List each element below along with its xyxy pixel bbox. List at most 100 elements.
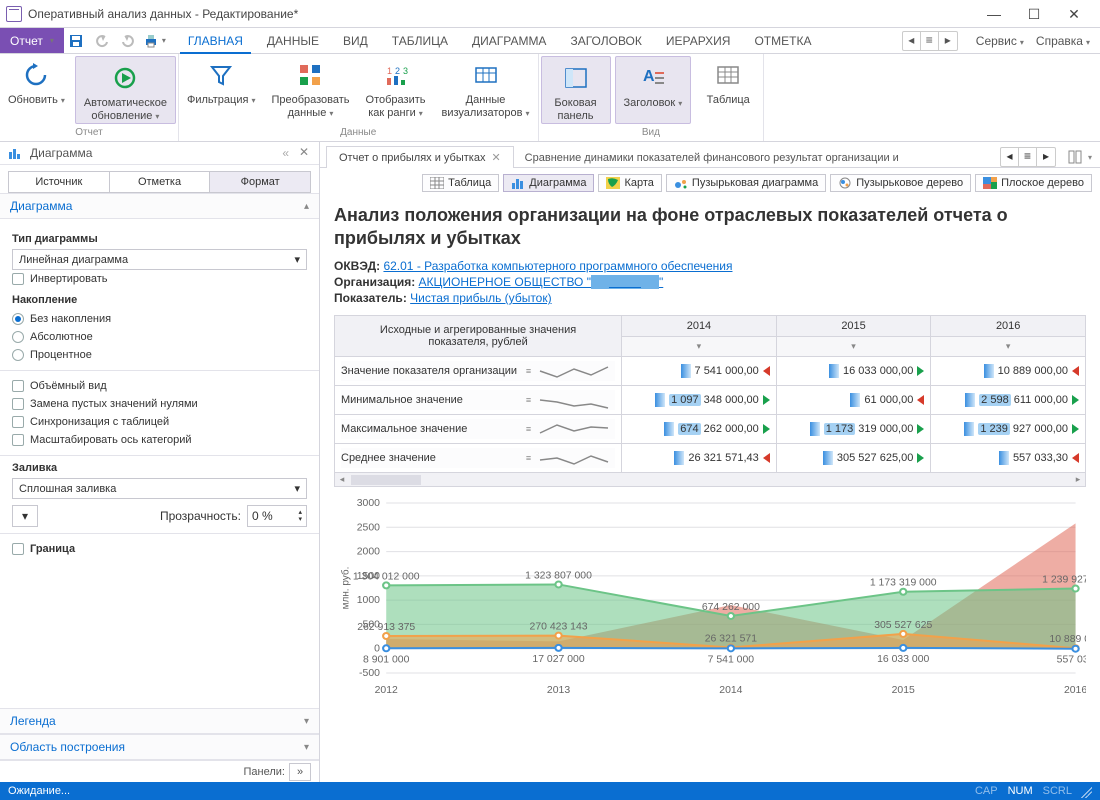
table-hscroll[interactable]: ◂▸ — [334, 473, 1086, 487]
tab-nav[interactable]: ◂≡▸ — [902, 31, 958, 51]
maximize-button[interactable]: ☐ — [1014, 1, 1054, 27]
svg-text:8 901 000: 8 901 000 — [363, 654, 410, 665]
ribbon-filter[interactable]: Фильтрация — [179, 54, 264, 126]
work-area: Отчет о прибылях и убытках✕Сравнение дин… — [320, 142, 1100, 782]
data-table: Исходные и агрегированные значения показ… — [334, 315, 1086, 473]
side-panel: Диаграмма « ✕ ИсточникОтметкаФормат Диаг… — [0, 142, 320, 782]
menu-tab-таблица[interactable]: ТАБЛИЦА — [380, 28, 460, 53]
svg-text:A: A — [643, 68, 655, 85]
svg-text:557 033: 557 033 — [1057, 655, 1086, 666]
section-plotarea[interactable]: Область построения▾ — [0, 734, 319, 760]
check-3[interactable]: Масштабировать ось категорий — [12, 431, 307, 449]
fill-select[interactable]: Сплошная заливка▾ — [12, 478, 307, 499]
srctab-1[interactable]: Отметка — [110, 172, 211, 192]
cell-value: 2 598 611 000,00 — [979, 394, 1068, 406]
accum-2[interactable]: Процентное — [12, 346, 307, 364]
panel-title: Диаграмма — [30, 146, 282, 160]
report-title: Анализ положения организации на фоне отр… — [334, 204, 1086, 249]
cell-value: 61 000,00 — [864, 394, 913, 406]
srctab-2[interactable]: Формат — [210, 172, 310, 192]
cell-value: 10 889 000,00 — [998, 365, 1068, 377]
ribbon-autorefresh[interactable]: Автоматическоеобновление — [75, 56, 176, 124]
menu-tab-иерархия[interactable]: ИЕРАРХИЯ — [654, 28, 743, 53]
row-label: Среднее значение — [341, 452, 436, 464]
svg-text:10 889 000: 10 889 000 — [1049, 634, 1086, 645]
menu-tab-диаграмма[interactable]: ДИАГРАММА — [460, 28, 558, 53]
ribbon-dataviz[interactable]: Данныевизуализаторов — [434, 54, 538, 126]
svg-text:2500: 2500 — [357, 522, 381, 533]
ribbon-transform[interactable]: Преобразоватьданные — [263, 54, 357, 126]
panel-collapse[interactable]: « — [282, 146, 289, 160]
view-bubbletree[interactable]: Пузырьковое дерево — [830, 174, 971, 192]
transp-spinner[interactable]: 0 %▴▾ — [247, 505, 307, 527]
svg-text:млн. руб.: млн. руб. — [339, 567, 351, 610]
view-flattree[interactable]: Плоское дерево — [975, 174, 1092, 192]
check-0[interactable]: Объёмный вид — [12, 377, 307, 395]
panels-next[interactable]: » — [289, 763, 311, 781]
view-table[interactable]: Таблица — [422, 174, 499, 192]
ribbon-sidepanel[interactable]: Боковаяпанель — [541, 56, 611, 124]
print-button[interactable] — [142, 28, 168, 53]
caps-indicator: CAP — [975, 785, 998, 797]
row-label: Минимальное значение — [341, 394, 463, 406]
check-1[interactable]: Замена пустых значений нулями — [12, 395, 307, 413]
svg-text:2015: 2015 — [892, 685, 916, 696]
invert-checkbox[interactable]: Инвертировать — [12, 270, 307, 288]
ribbon-refresh[interactable]: Обновить — [0, 54, 73, 126]
svg-text:0: 0 — [374, 644, 380, 655]
menu-tab-главная[interactable]: ГЛАВНАЯ — [176, 28, 255, 53]
accum-1[interactable]: Абсолютное — [12, 328, 307, 346]
chart-icon — [8, 146, 24, 160]
svg-text:270 423 143: 270 423 143 — [530, 622, 588, 633]
svg-text:1 304 012 000: 1 304 012 000 — [353, 572, 420, 583]
section-diagram[interactable]: Диаграмма▴ — [0, 193, 319, 219]
doc-nav[interactable]: ◂≡▸ — [1000, 147, 1056, 167]
doc-tab-close[interactable]: ✕ — [491, 151, 500, 164]
ribbon-ranks[interactable]: 123Отобразитькак ранги — [358, 54, 434, 126]
svg-text:2016: 2016 — [1064, 685, 1086, 696]
svg-text:3000: 3000 — [357, 498, 381, 509]
svg-text:262 913 375: 262 913 375 — [357, 622, 415, 633]
panel-close[interactable]: ✕ — [297, 146, 311, 160]
menu-tab-отметка[interactable]: ОТМЕТКА — [742, 28, 823, 53]
service-menu[interactable]: Сервис — [976, 34, 1024, 48]
okved-link[interactable]: 62.01 - Разработка компьютерного програм… — [383, 259, 732, 273]
doc-tab-0[interactable]: Отчет о прибылях и убытках✕ — [326, 146, 514, 168]
accum-0[interactable]: Без накопления — [12, 310, 307, 328]
svg-text:2000: 2000 — [357, 547, 381, 558]
fill-label: Заливка — [12, 462, 307, 474]
check-2[interactable]: Синхронизация с таблицей — [12, 413, 307, 431]
report-menu-button[interactable]: Отчет — [0, 28, 64, 53]
svg-text:305 527 625: 305 527 625 — [874, 620, 932, 631]
layout-icon[interactable] — [1068, 150, 1082, 164]
ribbon-tablebtn[interactable]: Таблица — [693, 54, 763, 126]
cell-value: 16 033 000,00 — [843, 365, 913, 377]
redo-button[interactable] — [116, 28, 142, 53]
org-link[interactable]: АКЦИОНЕРНОЕ ОБЩЕСТВО "XXXX" — [419, 275, 664, 289]
view-bubble[interactable]: Пузырьковая диаграмма — [666, 174, 826, 192]
view-map[interactable]: Карта — [598, 174, 661, 192]
section-legend[interactable]: Легенда▾ — [0, 708, 319, 734]
minimize-button[interactable]: — — [974, 1, 1014, 27]
save-button[interactable] — [64, 28, 90, 53]
menu-tab-заголовок[interactable]: ЗАГОЛОВОК — [558, 28, 653, 53]
srctab-0[interactable]: Источник — [9, 172, 110, 192]
indicator-link[interactable]: Чистая прибыль (убыток) — [410, 291, 551, 305]
close-button[interactable]: ✕ — [1054, 1, 1094, 27]
undo-button[interactable] — [90, 28, 116, 53]
chart-type-select[interactable]: Линейная диаграмма▾ — [12, 249, 307, 270]
app-icon — [6, 6, 22, 22]
resize-grip[interactable] — [1078, 784, 1092, 798]
view-chart[interactable]: Диаграмма — [503, 174, 594, 192]
menu-tab-данные[interactable]: ДАННЫЕ — [255, 28, 331, 53]
menu-tab-вид[interactable]: ВИД — [331, 28, 380, 53]
doc-tab-1[interactable]: Сравнение динамики показателей финансово… — [513, 148, 911, 168]
svg-text:-500: -500 — [359, 668, 380, 679]
fill-color-button[interactable]: ▾ — [12, 505, 38, 527]
border-checkbox[interactable]: Граница — [12, 540, 307, 558]
ribbon-headerbtn[interactable]: AЗаголовок — [615, 56, 692, 124]
cell-value: 305 527 625,00 — [837, 452, 913, 464]
window-title: Оперативный анализ данных - Редактирован… — [28, 7, 974, 21]
svg-text:7 541 000: 7 541 000 — [708, 655, 755, 666]
help-menu[interactable]: Справка — [1036, 34, 1090, 48]
